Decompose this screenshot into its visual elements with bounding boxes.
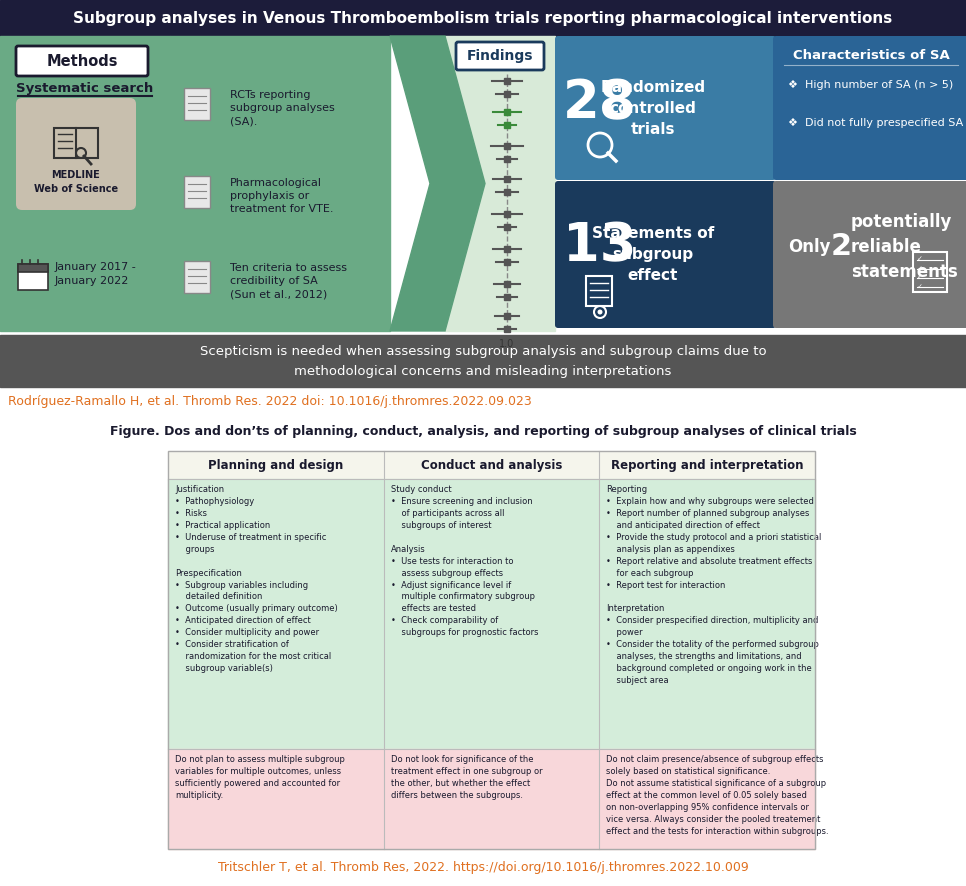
Bar — [18, 264, 48, 272]
Text: Do not claim presence/absence of subgroup effects
solely based on statistical si: Do not claim presence/absence of subgrou… — [607, 755, 829, 835]
Text: Planning and design: Planning and design — [209, 458, 344, 471]
Text: RCTs reporting
subgroup analyses
(SA).: RCTs reporting subgroup analyses (SA). — [230, 89, 335, 126]
Bar — [384, 479, 599, 749]
Text: ❖  Did not fully prespecified SA: ❖ Did not fully prespecified SA — [788, 118, 963, 128]
FancyBboxPatch shape — [773, 36, 966, 180]
Text: ✓: ✓ — [917, 275, 923, 281]
Bar — [168, 479, 384, 749]
Text: Pharmacological
prophylaxis or
treatment for VTE.: Pharmacological prophylaxis or treatment… — [230, 178, 333, 214]
Text: Study conduct
•  Ensure screening and inclusion
    of participants across all
 : Study conduct • Ensure screening and inc… — [390, 485, 538, 637]
Text: Justification
•  Pathophysiology
•  Risks
•  Practical application
•  Underuse o: Justification • Pathophysiology • Risks … — [175, 485, 338, 673]
Text: Tritschler T, et al. Thromb Res, 2022. https://doi.org/10.1016/j.thromres.2022.1: Tritschler T, et al. Thromb Res, 2022. h… — [217, 861, 749, 874]
Bar — [0, 36, 170, 331]
Bar — [384, 749, 599, 849]
Bar — [913, 252, 947, 291]
Text: Figure. Dos and don’ts of planning, conduct, analysis, and reporting of subgroup: Figure. Dos and don’ts of planning, cond… — [109, 425, 857, 438]
Text: Subgroup analyses in Venous Thromboembolism trials reporting pharmacological int: Subgroup analyses in Venous Thromboembol… — [73, 11, 893, 26]
Text: Do not look for significance of the
treatment effect in one subgroup or
the othe: Do not look for significance of the trea… — [390, 755, 542, 800]
Bar — [170, 36, 390, 331]
Polygon shape — [390, 36, 485, 331]
Bar — [586, 276, 612, 306]
Bar — [599, 479, 815, 749]
Bar — [168, 451, 815, 849]
Text: MEDLINE
Web of Science: MEDLINE Web of Science — [34, 170, 118, 194]
Text: Only: Only — [788, 237, 831, 255]
FancyBboxPatch shape — [16, 46, 148, 76]
FancyBboxPatch shape — [555, 181, 776, 328]
Bar — [0, 335, 966, 387]
Text: Do not plan to assess multiple subgroup
variables for multiple outcomes, unless
: Do not plan to assess multiple subgroup … — [175, 755, 345, 800]
Bar — [184, 261, 210, 293]
Text: ❖  High number of SA (n > 5): ❖ High number of SA (n > 5) — [788, 80, 953, 90]
Text: Systematic search: Systematic search — [16, 82, 154, 95]
Text: Statements of
subgroup
effect: Statements of subgroup effect — [592, 226, 714, 283]
Bar — [168, 451, 815, 849]
Text: ✓: ✓ — [917, 284, 923, 290]
Bar — [0, 0, 966, 36]
Text: Conduct and analysis: Conduct and analysis — [421, 458, 562, 471]
Text: Reporting
•  Explain how and why subgroups were selected
•  Report number of pla: Reporting • Explain how and why subgroup… — [607, 485, 822, 685]
Text: 1.0: 1.0 — [499, 339, 515, 349]
Circle shape — [598, 309, 603, 315]
Bar — [184, 176, 210, 208]
Text: ✓: ✓ — [917, 257, 923, 262]
Bar — [445, 36, 555, 331]
Text: Ten criteria to assess
credibility of SA
(Sun et al., 2012): Ten criteria to assess credibility of SA… — [230, 263, 347, 299]
Text: potentially
reliable
statements: potentially reliable statements — [851, 213, 957, 281]
FancyBboxPatch shape — [16, 98, 136, 210]
FancyBboxPatch shape — [773, 181, 966, 328]
Text: Rodríguez-Ramallo H, et al. Thromb Res. 2022 doi: 10.1016/j.thromres.2022.09.023: Rodríguez-Ramallo H, et al. Thromb Res. … — [8, 395, 531, 408]
Text: Reporting and interpretation: Reporting and interpretation — [611, 458, 804, 471]
Text: Characteristics of SA: Characteristics of SA — [793, 49, 950, 61]
FancyBboxPatch shape — [555, 36, 776, 180]
Text: January 2017 -
January 2022: January 2017 - January 2022 — [55, 262, 137, 285]
Text: ✓: ✓ — [917, 266, 923, 271]
Bar — [599, 749, 815, 849]
Text: Findings: Findings — [467, 49, 533, 63]
Bar — [18, 264, 48, 290]
Bar — [54, 128, 98, 158]
Bar — [184, 88, 210, 120]
Text: 2: 2 — [831, 232, 852, 261]
Text: Scepticism is needed when assessing subgroup analysis and subgroup claims due to: Scepticism is needed when assessing subg… — [200, 345, 766, 377]
Text: 28: 28 — [563, 77, 637, 129]
Text: Randomized
controlled
trials: Randomized controlled trials — [601, 80, 705, 136]
Text: 13: 13 — [563, 221, 637, 273]
Bar — [168, 749, 384, 849]
FancyBboxPatch shape — [456, 42, 544, 70]
Text: Methods: Methods — [46, 53, 118, 68]
